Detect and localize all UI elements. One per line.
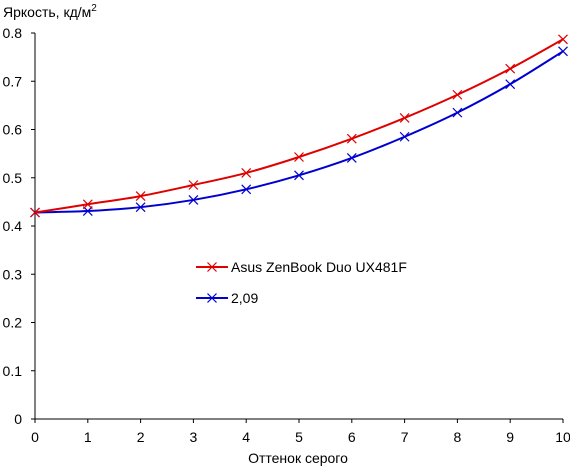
data-point — [505, 79, 516, 90]
legend-marker — [207, 262, 217, 272]
x-axis-title: Оттенок серого — [248, 450, 348, 466]
y-tick-label: 0.8 — [3, 25, 23, 41]
series-line — [34, 38, 564, 214]
y-tick-label: 0.4 — [3, 218, 23, 234]
data-point — [82, 199, 93, 210]
data-point — [30, 207, 40, 218]
x-tick-label: 3 — [190, 429, 198, 445]
series-layer — [30, 34, 568, 218]
data-point — [135, 202, 146, 213]
data-point — [188, 180, 199, 190]
x-tick-label: 0 — [31, 429, 39, 445]
data-point — [294, 170, 304, 181]
y-tick-label: 0.5 — [3, 170, 23, 186]
legend-marker — [207, 293, 217, 303]
y-tick-label: 0.2 — [3, 315, 23, 331]
x-tick-label: 9 — [506, 429, 514, 445]
series-line — [34, 50, 564, 214]
data-point — [452, 107, 463, 118]
x-tick-label: 2 — [137, 429, 145, 445]
legend-label: Asus ZenBook Duo UX481F — [231, 259, 407, 275]
legend-item: 2,09 — [196, 290, 258, 306]
legend-item: Asus ZenBook Duo UX481F — [196, 259, 407, 275]
data-point — [346, 133, 357, 144]
y-axis-title: Яркость, кд/м2 — [3, 3, 97, 20]
legend: Asus ZenBook Duo UX481F 2,09 — [196, 259, 407, 306]
data-point — [399, 131, 410, 142]
data-point — [241, 168, 252, 178]
y-axis-ticks: 0 0.1 0.2 0.3 0.4 0.5 0.6 0.7 0.8 — [3, 25, 35, 427]
legend-label: 2,09 — [231, 290, 258, 306]
y-axis-title-superscript: 2 — [91, 3, 97, 14]
data-point — [346, 153, 357, 163]
x-axis-ticks: 0 1 2 3 4 5 6 7 8 9 10 — [31, 419, 570, 445]
axes — [34, 33, 563, 420]
y-tick-label: 0 — [14, 411, 22, 427]
data-point — [294, 152, 304, 162]
series-0 — [30, 34, 568, 218]
data-point — [452, 89, 463, 100]
y-tick-label: 0.3 — [3, 266, 23, 282]
data-point — [558, 34, 568, 45]
x-tick-label: 5 — [295, 429, 303, 445]
data-point — [188, 195, 199, 205]
y-tick-label: 0.7 — [3, 73, 23, 89]
x-tick-label: 1 — [84, 429, 92, 445]
x-tick-label: 6 — [348, 429, 356, 445]
x-tick-label: 7 — [401, 429, 409, 445]
data-point — [505, 63, 516, 74]
x-tick-label: 10 — [555, 429, 570, 445]
y-tick-label: 0.6 — [3, 122, 23, 138]
data-point — [558, 46, 568, 57]
y-axis-title-text: Яркость, кд/м — [3, 4, 91, 20]
series-1 — [30, 46, 568, 218]
data-point — [135, 191, 146, 202]
data-point — [399, 112, 410, 123]
x-tick-label: 8 — [454, 429, 462, 445]
data-point — [241, 184, 252, 195]
x-tick-label: 4 — [242, 429, 250, 445]
y-tick-label: 0.1 — [3, 363, 23, 379]
